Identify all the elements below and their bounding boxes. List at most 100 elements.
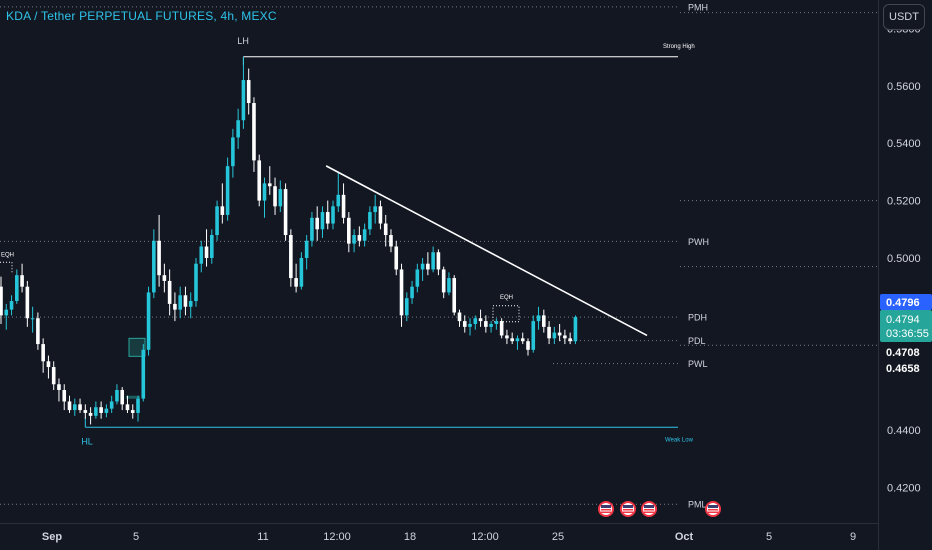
candle-body [389,235,393,247]
order-block [128,337,146,357]
candle-body [62,389,67,402]
candle-body [357,235,362,241]
event-flag-icon-stripe [623,511,633,513]
candle-body [552,332,557,339]
level-label: PMH [688,2,708,12]
event-icons [598,501,721,517]
candle-body [368,212,372,230]
candle-body [199,246,204,264]
candle-body [536,315,541,322]
candle-body [325,212,330,224]
candle-body [273,186,277,207]
candles [0,56,578,425]
time-tick-label: 5 [133,531,139,543]
event-flag-icon-stripe [708,511,718,513]
price-tick-label: 0.4400 [887,425,921,437]
level-label: PDL [688,336,706,346]
candle-body [547,326,551,339]
event-flag-icon-stripe [601,505,611,508]
candle-body [130,410,135,413]
candle-body [210,235,214,258]
candle-body [542,315,546,327]
candle-body [278,189,283,207]
candle-body [505,335,509,339]
candle-body [109,401,114,409]
currency-button[interactable]: USDT [883,4,925,30]
candle-body [83,410,88,413]
pwl-price-label-bg [880,360,932,376]
candle-body [30,318,35,320]
level-label: PWL [688,359,708,369]
candle-body [410,286,414,299]
pdl-price-label: 0.4708 [886,347,920,359]
price-tick-label: 0.5200 [887,196,921,208]
candle-body [183,295,188,307]
lh-label: LH [237,36,249,46]
candle-body [341,194,346,218]
candle-body [563,335,567,339]
candle-body [94,407,98,416]
candle-body [462,321,467,327]
candle-body [57,384,61,390]
current-price-label: 0.4794 [886,314,920,326]
event-flag-icon-stripe [644,509,654,511]
candle-body [347,217,351,244]
candle-body [557,332,562,336]
price-tick-label: 0.4200 [887,483,921,495]
level-label: PWH [688,237,709,247]
last-price-label-bg [880,294,932,310]
candle-body [299,257,304,287]
candle-body [394,246,399,270]
candle-body [520,338,525,342]
event-flag-icon-stripe [644,511,654,513]
candle-body [72,404,77,411]
candle-body [141,349,146,399]
eqh-box [492,305,520,323]
candle-body [257,160,262,201]
candle-body [125,404,130,411]
time-tick-label: 25 [552,531,564,543]
candle-body [41,344,45,362]
candle-body [499,321,504,336]
price-tick-label: 0.5000 [887,253,921,265]
strong-high-label: Strong High [663,44,695,50]
candle-body [225,166,230,215]
time-tick-label: 9 [850,531,856,543]
candle-body [415,269,420,287]
candle-body [336,194,341,207]
event-flag-icon-stripe [601,511,611,513]
pwl-price-label: 0.4658 [886,363,920,375]
candle-body [452,278,457,313]
candle-body [431,252,435,270]
candle-body [526,341,530,350]
candle-body [362,229,367,241]
price-labels: 0.4796 0.4794 03:36:55 0.4708 0.4658 [880,294,932,376]
candle-body [331,206,335,224]
current-price-bg [880,310,932,342]
eqh-label: EQH [1,252,14,258]
candle-body [0,286,3,316]
time-tick-label: Oct [675,531,694,543]
eqh-line [0,261,13,275]
candle-body [51,367,56,385]
price-axis[interactable]: 0.58000.56000.54000.52000.50000.44000.42… [887,23,921,494]
candle-body [457,312,462,322]
candle-body [215,206,219,236]
candle-body [373,206,377,213]
candle-body [115,389,119,402]
candle-body [152,240,156,293]
candle-body [352,235,356,244]
market-structure: LH Strong High HL Weak Low EQH EQH [0,36,695,446]
pdl-price-label-bg [880,344,932,360]
candle-body [231,137,235,167]
candle-body [4,309,9,316]
time-axis[interactable]: Sep 5 11 12:00 18 12:00 25 Oct 5 9 [42,531,856,543]
candle-body [315,217,319,230]
candle-body [104,408,109,413]
candle-body [283,189,288,236]
candle-body [510,338,514,342]
hl-label: HL [81,436,93,446]
candle-body [204,246,209,258]
candle-body [289,235,293,279]
